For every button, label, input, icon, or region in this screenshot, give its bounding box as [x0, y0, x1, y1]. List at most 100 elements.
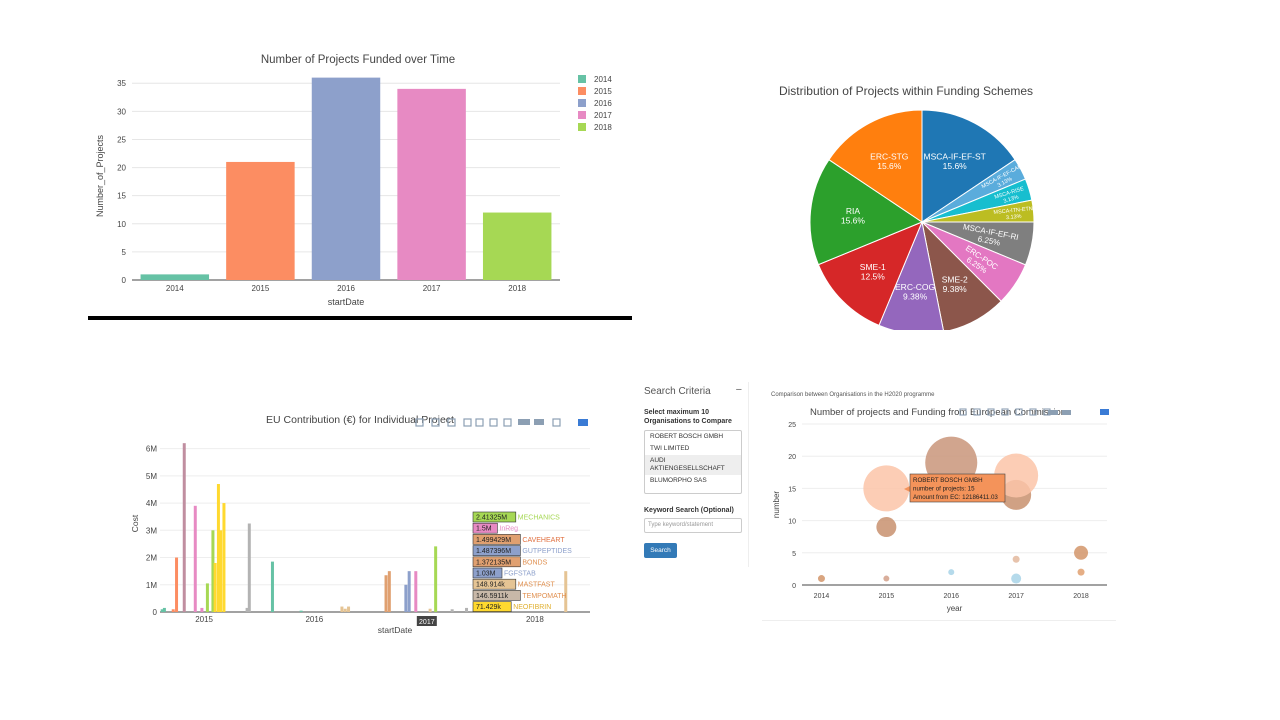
- minimize-icon[interactable]: −: [735, 384, 742, 396]
- contribution-bar: [211, 530, 215, 612]
- search-button[interactable]: Search: [644, 543, 677, 558]
- hover-box: [472, 556, 521, 568]
- tooltip-box: [909, 473, 1006, 503]
- eu-contribution-svg: EU Contribution (€) for Individual Proje…: [130, 414, 590, 635]
- contribution-bar: [222, 503, 226, 612]
- y-tick-label: 0: [122, 276, 127, 285]
- contribution-bar: [247, 523, 251, 612]
- y-tick-label: 20: [788, 454, 796, 461]
- pie-slice-ria: [809, 158, 924, 266]
- contribution-bar: [245, 607, 249, 612]
- contribution-bar: [200, 607, 204, 612]
- bubble: [817, 575, 825, 583]
- hover-box: [472, 590, 521, 601]
- toolbar-icon: [987, 408, 995, 416]
- x-tick-label: 2016: [337, 284, 355, 293]
- y-tick-label: 0: [153, 608, 158, 617]
- toolbar-icon: [447, 418, 456, 427]
- y-tick-label: 1M: [146, 581, 157, 590]
- y-tick-label: 6M: [146, 445, 157, 454]
- toolbar-icon: [1048, 410, 1058, 415]
- x-tick-label: 2018: [526, 615, 544, 624]
- tooltip-line: Amount from EC: 12186411.03: [913, 494, 998, 501]
- y-axis-label: Cost: [130, 514, 140, 532]
- legend-label: 2014: [594, 75, 612, 84]
- organisation-option[interactable]: TWI LIMITED: [650, 445, 690, 452]
- contribution-bar: [465, 607, 469, 612]
- bar-2018: [482, 212, 552, 280]
- hover-value: 1.372135M: [476, 559, 511, 566]
- hover-name: MECHANICS: [518, 515, 560, 522]
- organisations-label: Select maximum 10 Organisations to Compa…: [644, 409, 732, 425]
- hover-name: CAVEHEART: [522, 537, 565, 544]
- y-tick-label: 20: [117, 164, 126, 173]
- organisation-select[interactable]: ROBERT BOSCH GMBH TWI LIMITED AUDI AKTIE…: [644, 430, 742, 494]
- bubble: [883, 575, 890, 582]
- hover-box: [472, 534, 521, 545]
- hover-name: FGFSTAB: [504, 571, 536, 578]
- chart-title: Distribution of Projects within Funding …: [779, 84, 1033, 98]
- hover-value: 1.487396M: [476, 548, 511, 555]
- slice-label: ERC-COG: [895, 282, 935, 292]
- slice-percent: 15.6%: [877, 161, 902, 171]
- keyword-input[interactable]: Type keyword/statement: [644, 518, 742, 533]
- bubble: [863, 465, 910, 512]
- hover-box: [472, 522, 498, 534]
- hover-value: 1.5M: [476, 526, 492, 533]
- slice-percent: 3.13%: [1003, 194, 1020, 204]
- toolbar-icon: [552, 418, 561, 427]
- bar-2015: [226, 161, 295, 280]
- funding-schemes-svg: Distribution of Projects within Funding …: [779, 84, 1035, 335]
- y-axis-label: number: [772, 491, 781, 518]
- toolbar-icon: [489, 418, 498, 427]
- hover-value: 146.5911k: [476, 593, 509, 600]
- y-tick-label: 35: [117, 79, 126, 88]
- bubble: [1012, 555, 1020, 563]
- slice-percent: 9.38%: [903, 292, 928, 302]
- organisation-option[interactable]: BLUMORPHO SAS: [650, 477, 707, 484]
- pie-slice-msca-if-ef-st: [921, 109, 1016, 223]
- organisation-option[interactable]: ROBERT BOSCH GMBH: [650, 433, 724, 440]
- projects-over-time-chart: Number of Projects Funded over Time 0 5 10 1…: [88, 46, 632, 320]
- pie-slice-erc-stg: [828, 109, 923, 223]
- toolbar-icon: [1015, 408, 1023, 416]
- organisation-option[interactable]: AUDI AKTIENGESELLSCHAFT: [645, 455, 741, 475]
- contribution-bar: [387, 571, 391, 612]
- hover-name: NEOFIBRIN: [513, 604, 551, 611]
- y-tick-label: 15: [117, 192, 126, 201]
- hover-box: [472, 567, 503, 579]
- x-tick-label: 2015: [195, 615, 213, 624]
- contribution-bar: [414, 571, 418, 612]
- plotly-logo-icon: [1100, 409, 1109, 415]
- hover-name: MASTFAST: [518, 582, 556, 589]
- x-tick-label: 2015: [252, 284, 270, 293]
- contribution-bar: [450, 609, 454, 612]
- bar-2017: [397, 88, 466, 280]
- bubble: [876, 517, 897, 538]
- x-tick-label: 2015: [879, 593, 895, 600]
- toolbar-icon: [973, 408, 981, 416]
- contribution-bar: [175, 557, 179, 612]
- chart-title: EU Contribution (€) for Individual Proje…: [266, 414, 454, 426]
- y-tick-label: 15: [788, 486, 796, 493]
- bubble: [1074, 545, 1089, 560]
- hover-value: 71.429k: [476, 604, 501, 611]
- y-tick-label: 30: [117, 107, 126, 116]
- x-axis-label: year: [947, 604, 963, 613]
- legend-label: 2018: [594, 123, 612, 132]
- org-comparison-svg: Comparison between Organisations in the …: [771, 392, 1109, 613]
- x-axis-label: startDate: [328, 297, 365, 307]
- slice-label: RIA: [846, 206, 861, 216]
- contribution-bar: [434, 546, 438, 612]
- x-tick-label: 2018: [1073, 593, 1089, 600]
- plotly-logo-icon: [578, 419, 588, 426]
- contribution-bar: [205, 583, 209, 612]
- hover-value: 1.499429M: [476, 537, 511, 544]
- toolbar-icon: [503, 418, 512, 427]
- x-hover-box: [416, 616, 437, 626]
- x-tick-label: 2014: [814, 593, 830, 600]
- slice-percent: 12.5%: [861, 272, 886, 282]
- contribution-bar: [213, 562, 217, 612]
- toolbar-icon: [1062, 410, 1071, 415]
- y-tick-label: 10: [117, 220, 126, 229]
